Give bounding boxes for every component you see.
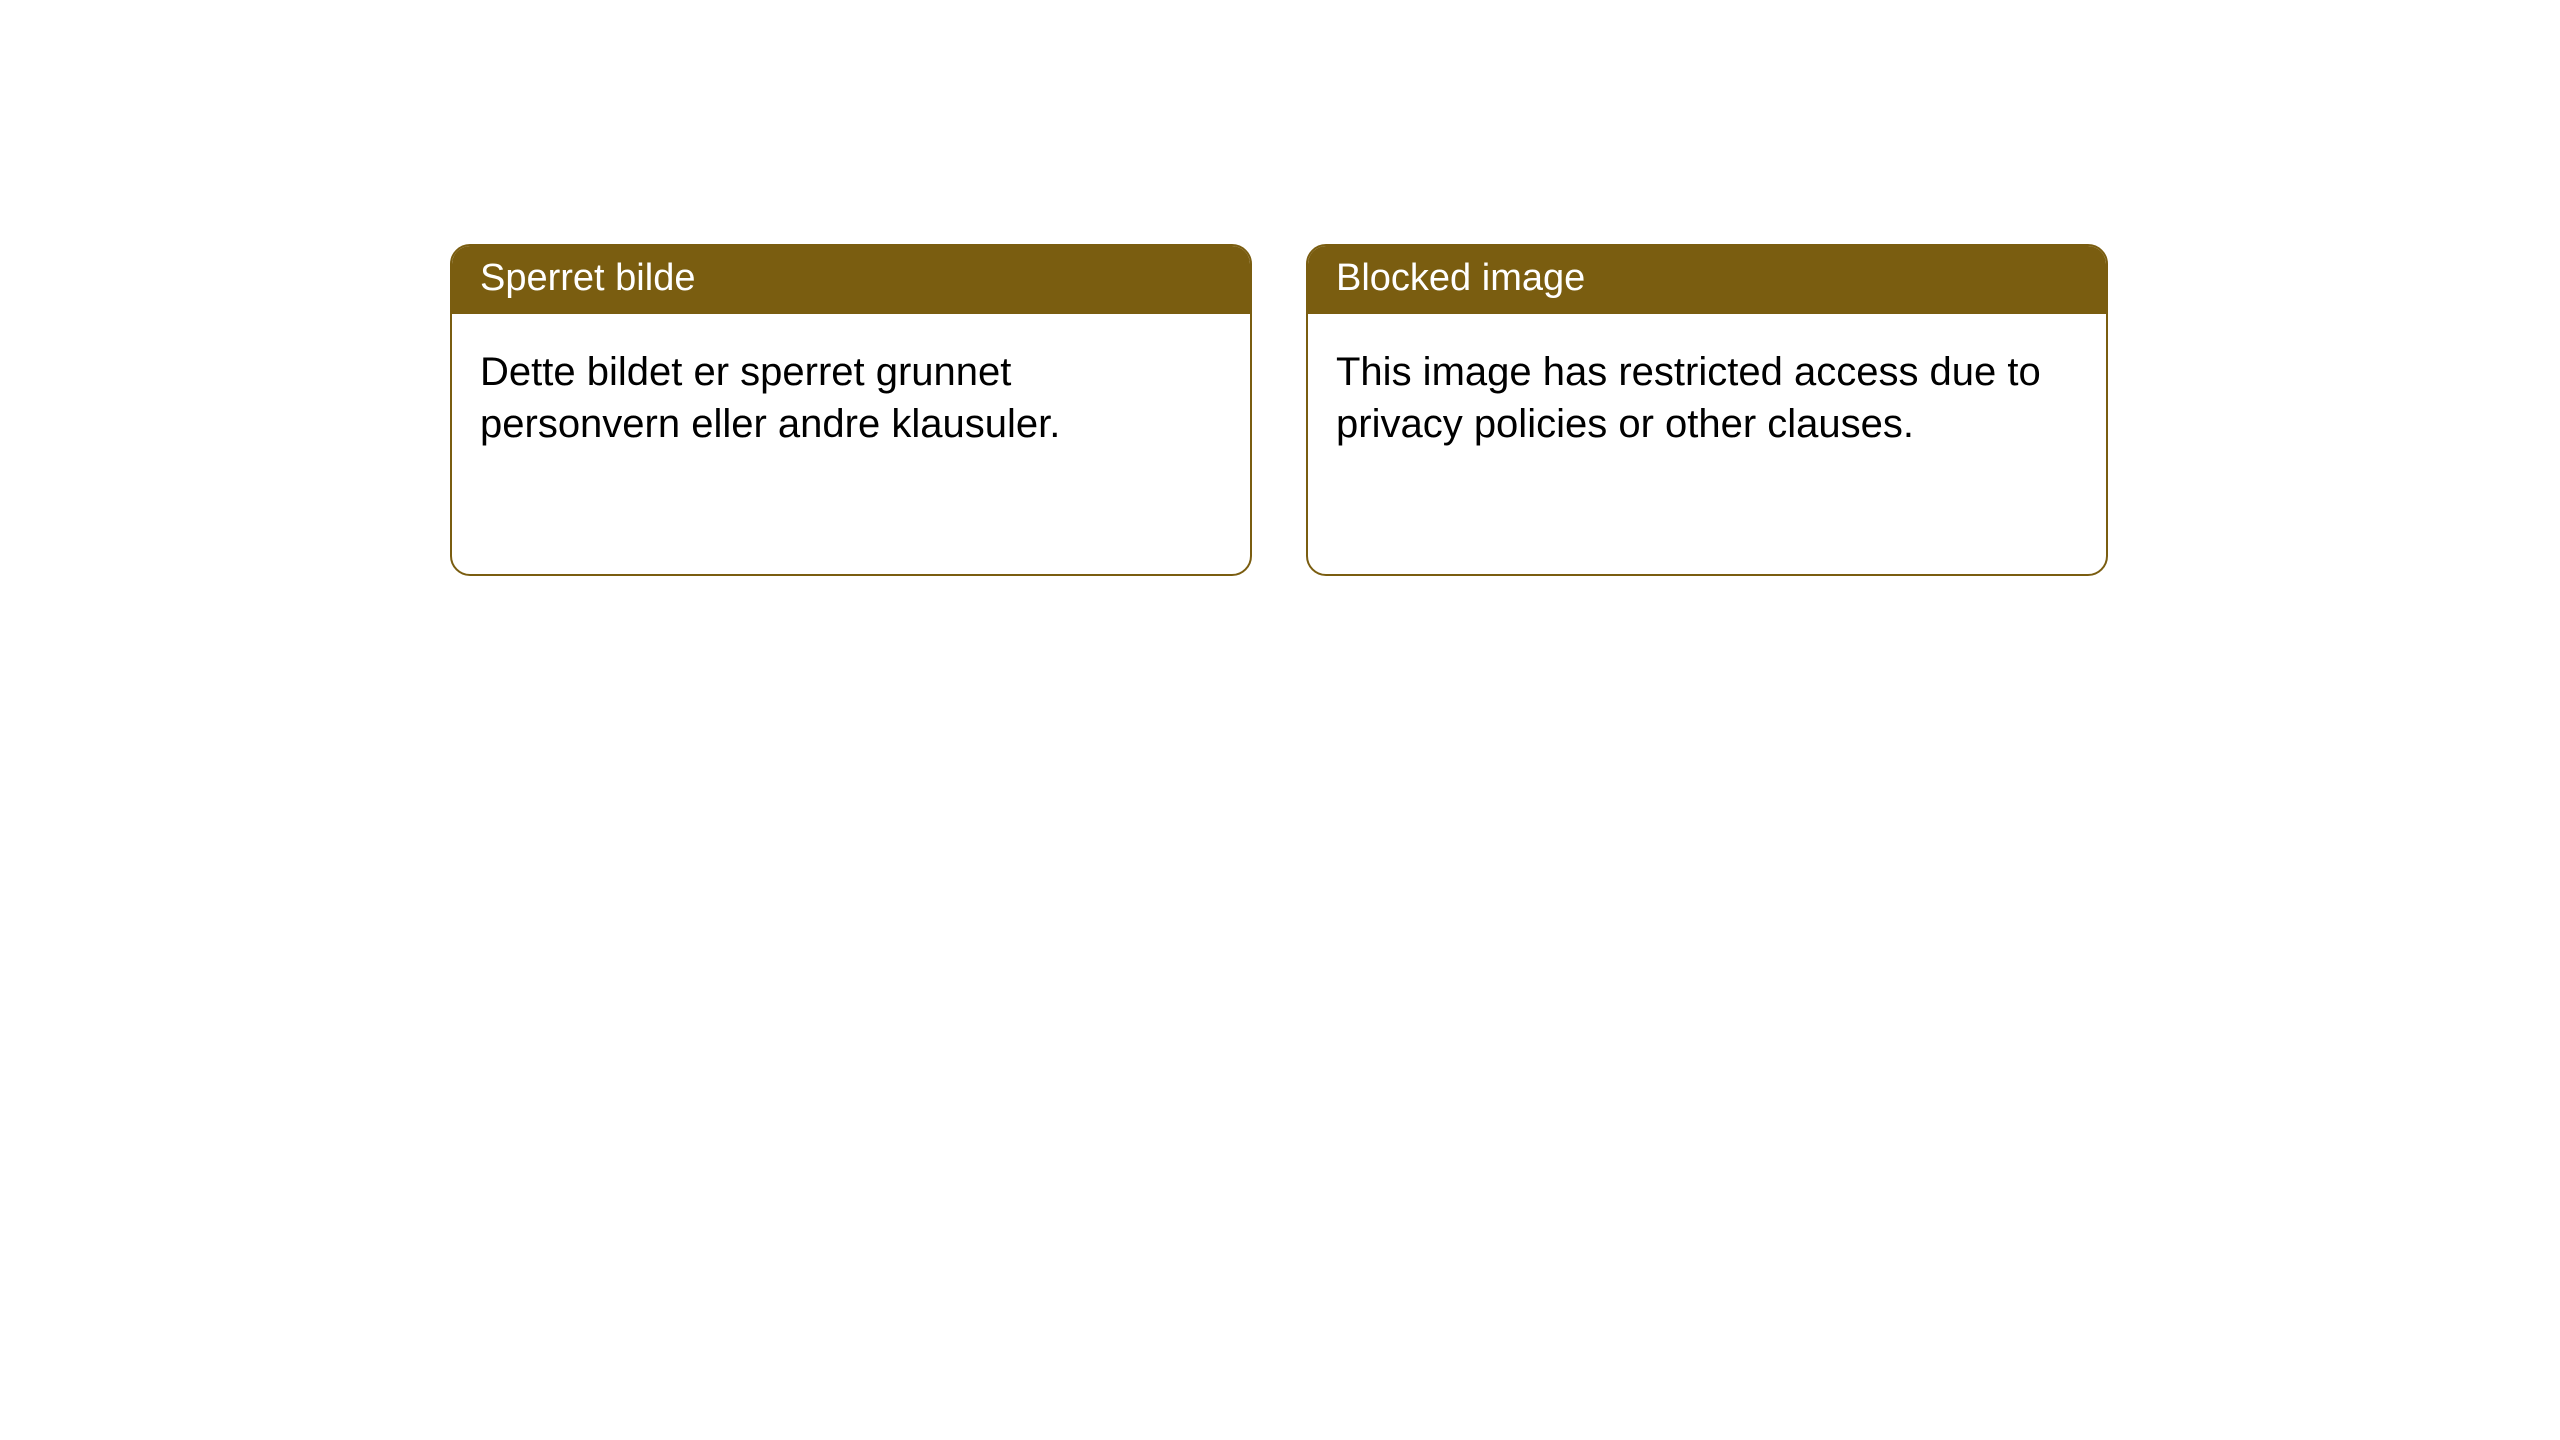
card-header: Blocked image — [1308, 246, 2106, 314]
card-norwegian: Sperret bilde Dette bildet er sperret gr… — [450, 244, 1252, 576]
card-body: This image has restricted access due to … — [1308, 314, 2106, 482]
cards-container: Sperret bilde Dette bildet er sperret gr… — [450, 244, 2560, 576]
card-header: Sperret bilde — [452, 246, 1250, 314]
card-body: Dette bildet er sperret grunnet personve… — [452, 314, 1250, 482]
card-english: Blocked image This image has restricted … — [1306, 244, 2108, 576]
